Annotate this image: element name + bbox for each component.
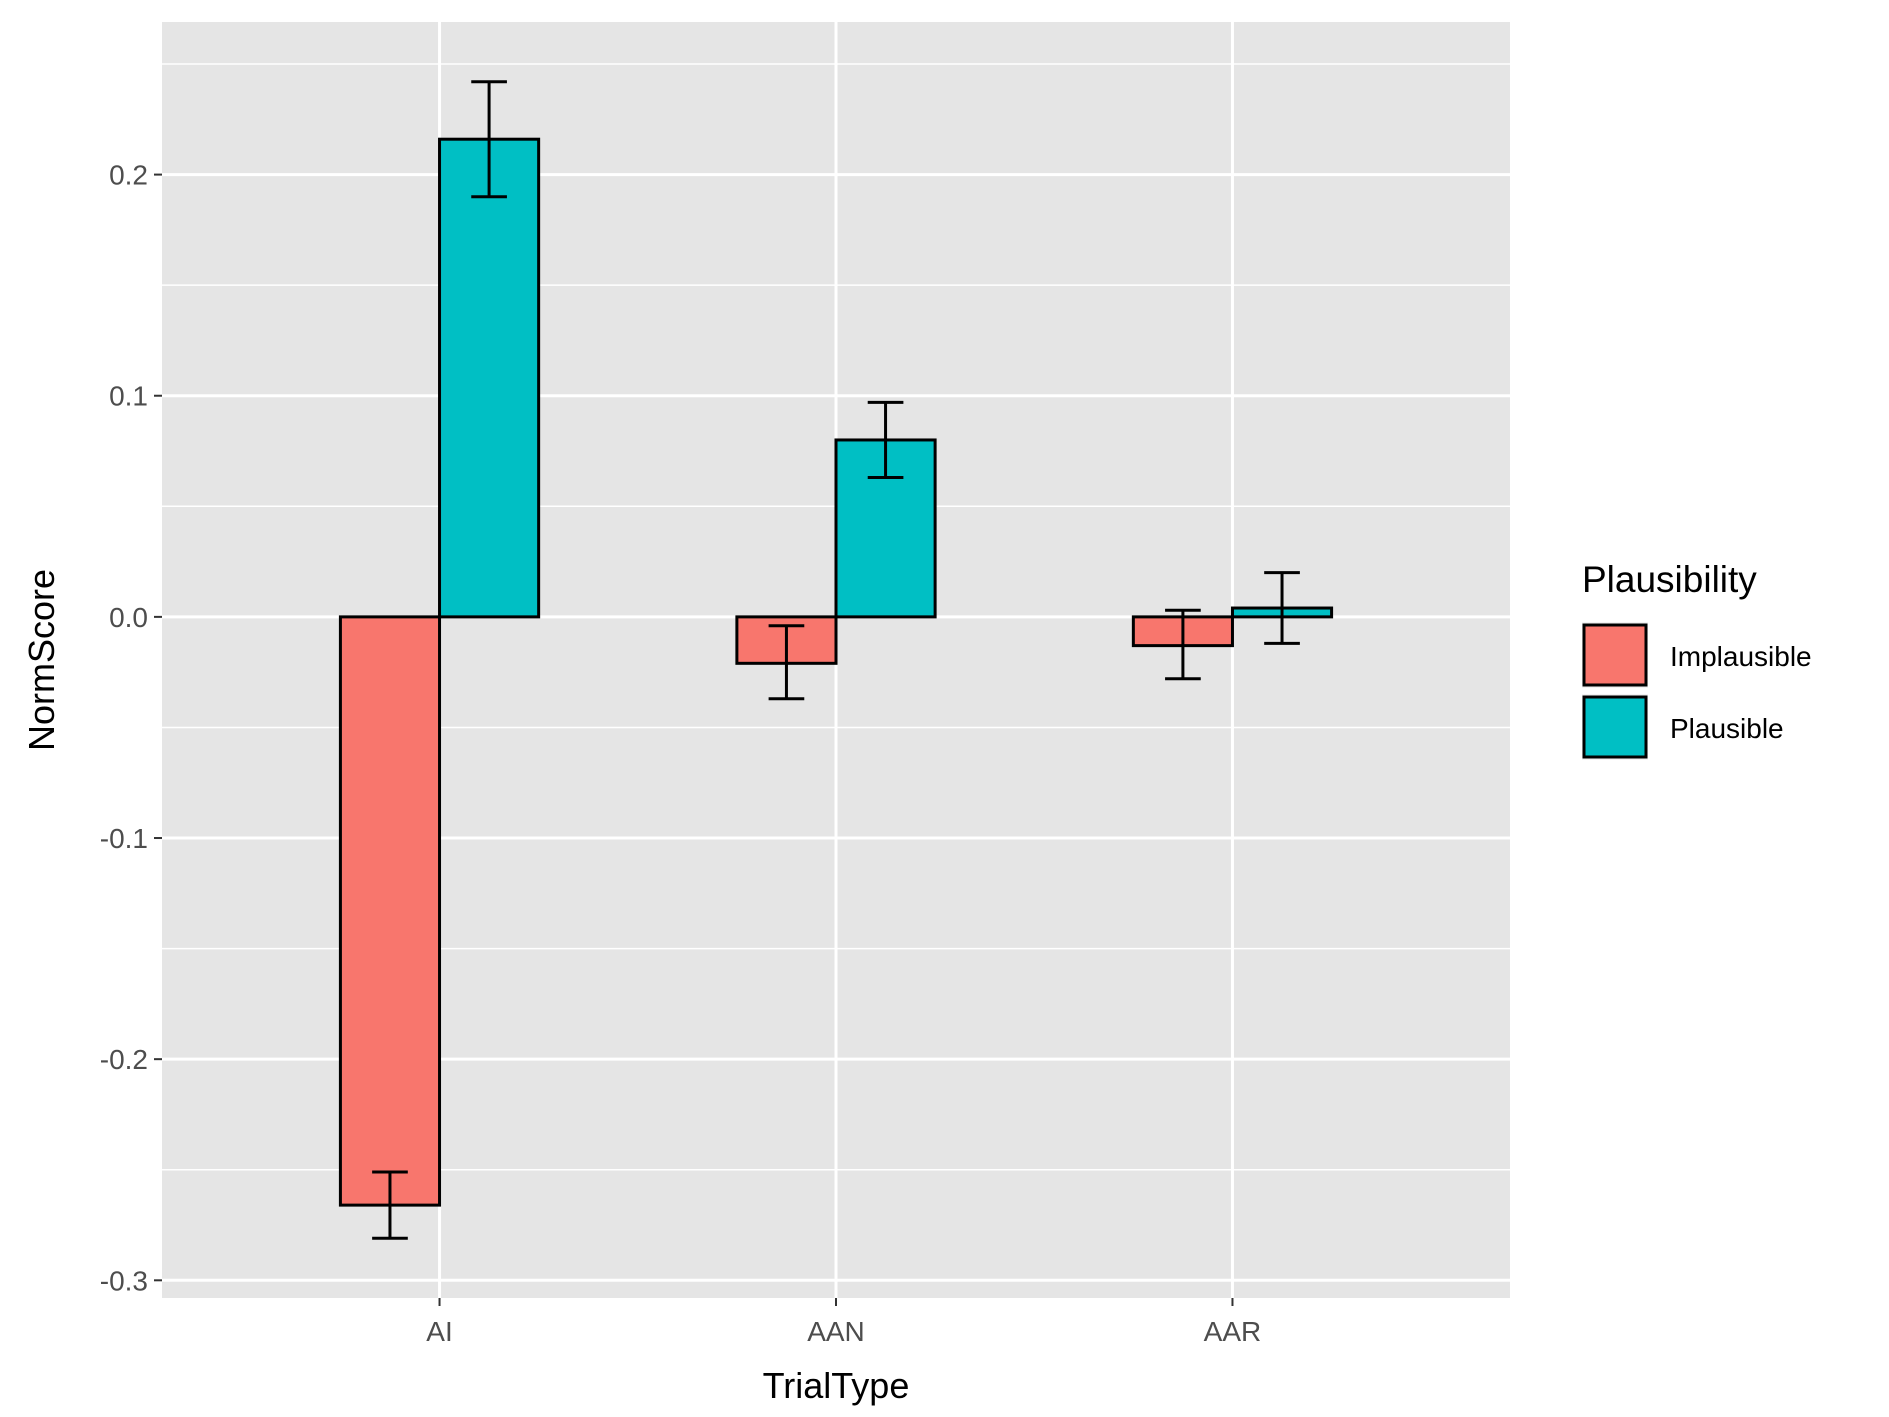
legend-items: Implausible Plausible bbox=[1582, 622, 1812, 760]
legend-title: Plausibility bbox=[1582, 559, 1757, 600]
x-tick-label: AI bbox=[426, 1316, 452, 1347]
error-bars bbox=[372, 80, 1300, 1240]
x-axis-title: TrialType bbox=[763, 1365, 910, 1406]
y-tick-label: -0.3 bbox=[100, 1265, 148, 1296]
y-axis: -0.3 -0.2 -0.1 0.0 0.1 0.2 bbox=[100, 160, 162, 1296]
legend: Plausibility Implausible Plausible bbox=[1582, 559, 1812, 760]
legend-key-implausible bbox=[1582, 623, 1648, 687]
bar-plausible-ai bbox=[438, 137, 541, 619]
bars bbox=[338, 137, 1334, 1207]
legend-label-implausible: Implausible bbox=[1670, 641, 1812, 672]
x-tick-label: AAN bbox=[807, 1316, 865, 1347]
y-axis-title: NormScore bbox=[21, 569, 62, 751]
legend-key-plausible bbox=[1582, 695, 1648, 759]
x-axis: AI AAN AAR bbox=[426, 1298, 1261, 1347]
legend-label-plausible: Plausible bbox=[1670, 713, 1784, 744]
y-tick-label: 0.2 bbox=[109, 160, 148, 191]
bar-implausible-ai bbox=[338, 615, 442, 1207]
y-tick-label: 0.1 bbox=[109, 381, 148, 412]
y-tick-label: 0.0 bbox=[109, 602, 148, 633]
x-tick-label: AAR bbox=[1204, 1316, 1262, 1347]
y-tick-label: -0.2 bbox=[100, 1044, 148, 1075]
y-tick-label: -0.1 bbox=[100, 823, 148, 854]
